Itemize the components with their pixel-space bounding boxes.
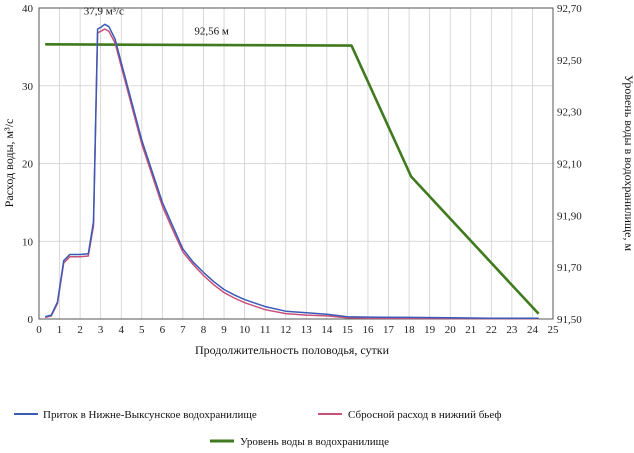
x-tick-label: 0 bbox=[36, 324, 42, 336]
x-tick-label: 16 bbox=[362, 324, 374, 336]
x-tick-label: 9 bbox=[221, 324, 227, 336]
right-axis-label: Уровень воды в водохранилище, м bbox=[622, 75, 634, 252]
x-tick-label: 11 bbox=[260, 324, 271, 336]
right-tick-label: 91,70 bbox=[557, 262, 582, 274]
series-lines bbox=[45, 23, 540, 320]
x-tick-label: 12 bbox=[280, 324, 291, 336]
x-tick-label: 25 bbox=[548, 324, 560, 336]
x-tick-label: 2 bbox=[77, 324, 83, 336]
x-tick-label: 13 bbox=[301, 324, 313, 336]
left-tick-label: 0 bbox=[28, 314, 34, 326]
right-tick-label: 91,50 bbox=[557, 314, 582, 326]
x-tick-label: 17 bbox=[383, 324, 395, 336]
x-tick-label: 4 bbox=[118, 324, 124, 336]
x-tick-label: 1 bbox=[57, 324, 63, 336]
x-tick-label: 18 bbox=[404, 324, 416, 336]
series-line-0 bbox=[45, 23, 539, 319]
left-tick-label: 40 bbox=[22, 3, 34, 15]
series-line-2 bbox=[45, 43, 540, 315]
right-axis-ticks: 91,50 91,70 91,90 92,10 92,30 92,50 92,70 bbox=[557, 3, 582, 326]
x-tick-label: 14 bbox=[321, 324, 333, 336]
legend: Приток в Нижне-Выксунское водохранилище … bbox=[14, 409, 501, 448]
x-tick-label: 7 bbox=[180, 324, 186, 336]
x-tick-label: 15 bbox=[342, 324, 354, 336]
x-tick-label: 19 bbox=[424, 324, 436, 336]
annotation-label: 37,9 м³/с bbox=[84, 5, 124, 17]
annotations: 37,9 м³/с 92,56 м bbox=[84, 5, 229, 37]
x-tick-label: 5 bbox=[139, 324, 145, 336]
right-tick-label: 91,90 bbox=[557, 210, 582, 222]
x-tick-label: 8 bbox=[201, 324, 207, 336]
series-line-1 bbox=[45, 28, 539, 320]
right-tick-label: 92,30 bbox=[557, 107, 582, 119]
left-tick-label: 30 bbox=[22, 81, 34, 93]
right-tick-label: 92,50 bbox=[557, 55, 582, 67]
x-tick-label: 10 bbox=[239, 324, 251, 336]
x-tick-label: 21 bbox=[465, 324, 476, 336]
legend-label-inflow: Приток в Нижне-Выксунское водохранилище bbox=[43, 409, 257, 421]
plot-frame bbox=[38, 7, 554, 320]
left-tick-label: 10 bbox=[22, 236, 34, 248]
x-tick-label: 20 bbox=[445, 324, 457, 336]
legend-label-discharge: Сбросной расход в нижний бьеф bbox=[348, 409, 501, 421]
x-axis-label: Продолжительность половодья, сутки bbox=[195, 343, 390, 357]
annotation-label: 92,56 м bbox=[194, 25, 229, 37]
left-axis-label: Расход воды, м³/с bbox=[2, 119, 16, 208]
legend-label-level: Уровень воды в водохранилище bbox=[240, 436, 389, 448]
right-tick-label: 92,10 bbox=[557, 159, 582, 171]
x-tick-label: 24 bbox=[527, 324, 539, 336]
x-tick-label: 23 bbox=[506, 324, 518, 336]
x-axis-ticks: 0 1 2 3 4 5 6 7 8 9 10 11 12 13 14 15 16 17 18 19 20 21 22 23 24… bbox=[36, 324, 559, 336]
x-tick-label: 6 bbox=[160, 324, 166, 336]
left-tick-label: 20 bbox=[22, 159, 34, 171]
x-tick-label: 3 bbox=[98, 324, 104, 336]
plot-border bbox=[38, 7, 554, 320]
grid bbox=[38, 7, 554, 320]
left-axis-ticks: 0 10 20 30 40 bbox=[22, 3, 34, 326]
right-tick-label: 92,70 bbox=[557, 3, 582, 15]
x-tick-label: 22 bbox=[486, 324, 497, 336]
